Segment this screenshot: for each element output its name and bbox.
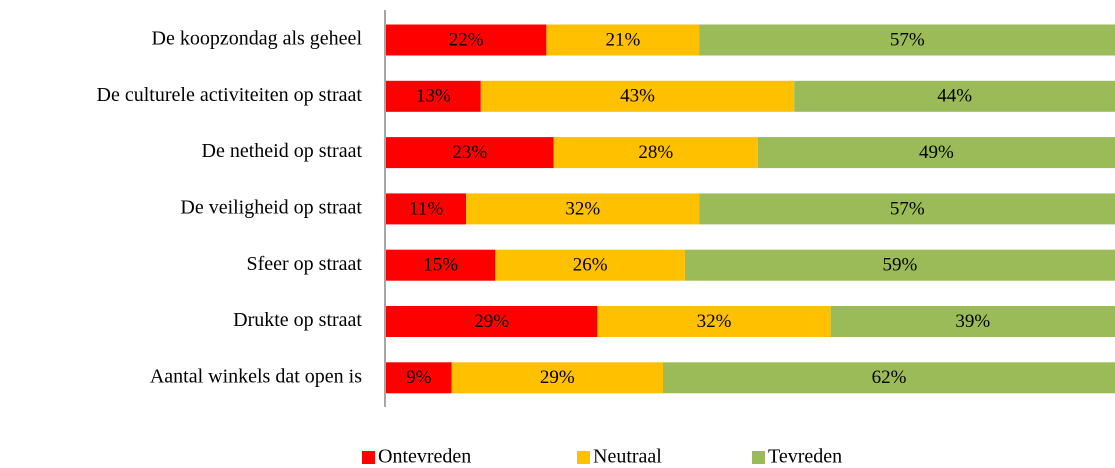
legend-label: Tevreden (768, 446, 842, 468)
bar-segment (830, 306, 1115, 337)
bar-segment (553, 137, 758, 169)
data-label: 32% (565, 198, 600, 219)
data-label: 32% (697, 311, 732, 332)
bar-segment (699, 24, 1115, 56)
data-label: 15% (423, 255, 458, 276)
data-label: 57% (890, 198, 925, 219)
bar-segment (597, 306, 831, 337)
data-label: 49% (919, 142, 954, 163)
legend-label: Neutraal (593, 446, 662, 468)
data-label: 21% (606, 29, 641, 50)
bar-segment (794, 80, 1115, 112)
category-label: Drukte op straat (233, 309, 362, 331)
data-label: 43% (620, 86, 655, 107)
category-label: De netheid op straat (202, 140, 363, 162)
legend-swatch (752, 451, 765, 464)
bar-segment (386, 137, 554, 169)
bar-segment (386, 24, 547, 56)
bar-segment (386, 193, 467, 225)
data-label: 59% (883, 255, 918, 276)
bar-segment (386, 80, 481, 112)
category-label: Aantal winkels dat open is (150, 365, 362, 387)
bar-segment (451, 362, 664, 394)
data-label: 62% (872, 367, 907, 388)
bar-segment (757, 137, 1115, 169)
data-label: 29% (474, 311, 509, 332)
data-label: 23% (452, 142, 487, 163)
data-label: 29% (540, 367, 575, 388)
category-label: De culturele activiteiten op straat (97, 84, 363, 106)
bar-segment (546, 24, 700, 56)
bar-segment (699, 193, 1115, 225)
data-label: 11% (409, 198, 443, 219)
data-label: 26% (573, 255, 608, 276)
data-label: 9% (406, 367, 432, 388)
data-label: 39% (955, 311, 990, 332)
category-label: De koopzondag als geheel (152, 28, 363, 50)
bar-segment (663, 362, 1115, 394)
legend-swatch (577, 451, 590, 464)
bar-segment (480, 80, 795, 112)
bar-segment (386, 362, 452, 394)
data-label: 22% (449, 29, 484, 50)
data-label: 57% (890, 29, 925, 50)
category-label: Sfeer op straat (246, 253, 362, 275)
bar-segment (386, 306, 598, 337)
bar-segment (466, 193, 700, 225)
bar-segment (386, 249, 496, 281)
data-label: 28% (638, 142, 673, 163)
data-label: 44% (937, 86, 972, 107)
category-label: De veiligheid op straat (180, 196, 362, 218)
legend-swatch (362, 451, 375, 464)
bar-segment (495, 249, 685, 281)
data-label: 13% (416, 86, 451, 107)
legend-label: Ontevreden (378, 446, 471, 468)
bar-segment (684, 249, 1115, 281)
